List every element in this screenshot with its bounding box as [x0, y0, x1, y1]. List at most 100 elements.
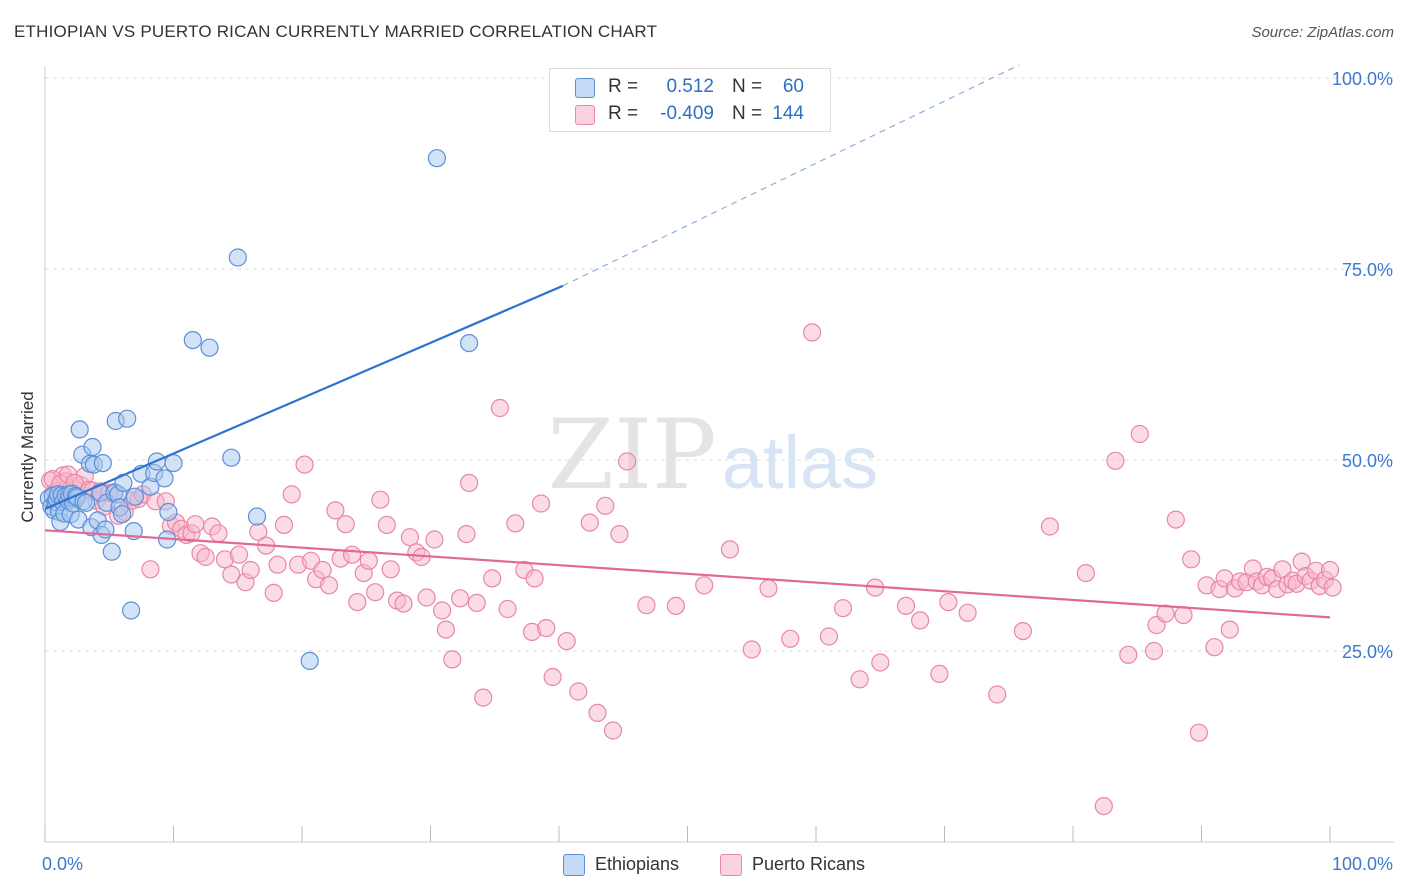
puerto-rican-point [506, 514, 525, 533]
puerto-rican-point [313, 560, 332, 580]
puerto-rican-point [425, 530, 444, 549]
ethiopian-point [93, 454, 112, 473]
puerto-rican-point [274, 515, 294, 535]
puerto-rican-point [467, 593, 486, 613]
legend-swatch-pink [720, 854, 742, 876]
puerto-rican-point [1106, 451, 1125, 470]
ethiopian-point [118, 409, 137, 428]
puerto-rican-point [381, 560, 400, 579]
ethiopian-point [228, 248, 247, 267]
puerto-rican-point [366, 583, 385, 602]
puerto-rican-point [196, 547, 215, 567]
puerto-rican-point [1144, 641, 1164, 661]
puerto-rican-point [229, 545, 249, 564]
stats-row-puerto-ricans: R = -0.409 N = 144 [550, 101, 830, 127]
puerto-rican-point [1205, 638, 1224, 657]
puerto-rican-point [557, 631, 576, 651]
ethiopian-point [83, 437, 102, 457]
puerto-rican-point [326, 501, 345, 520]
puerto-rican-point [377, 515, 396, 535]
r-value: 0.512 [666, 76, 714, 97]
tick-labels: 25.0% 50.0% 75.0% 100.0% 0.0% 100.0% [42, 69, 1393, 874]
puerto-rican-point [417, 588, 436, 607]
puerto-rican-point [930, 664, 949, 684]
puerto-rican-point [759, 579, 778, 598]
puerto-rican-point [498, 599, 517, 619]
puerto-rican-point [1040, 517, 1060, 536]
puerto-rican-point [186, 515, 205, 534]
puerto-rican-point [543, 667, 562, 687]
puerto-rican-point [850, 670, 869, 689]
puerto-rican-point [282, 485, 301, 504]
puerto-rican-point [910, 611, 930, 630]
puerto-rican-point [781, 629, 800, 648]
chart-title: ETHIOPIAN VS PUERTO RICAN CURRENTLY MARR… [14, 22, 658, 41]
ethiopian-point [155, 469, 174, 488]
ethiopian-point [125, 487, 144, 506]
puerto-rican-point [433, 601, 452, 620]
y-tick-label: 50.0% [1342, 451, 1393, 471]
ethiopian-point [427, 149, 446, 168]
watermark: ZIP atlas [547, 399, 878, 511]
puerto-ricans-trend-line [44, 529, 1331, 619]
puerto-rican-point [588, 703, 607, 723]
puerto-rican-point [610, 524, 629, 544]
puerto-rican-point [359, 551, 378, 570]
puerto-rican-point [596, 496, 615, 515]
puerto-rican-point [939, 592, 958, 612]
puerto-rican-point [343, 545, 362, 564]
legend-label: Puerto Ricans [752, 854, 866, 874]
puerto-rican-point [1320, 560, 1340, 580]
ethiopians-points [39, 149, 479, 671]
puerto-rican-point [457, 524, 476, 544]
x-tick-label-min: 0.0% [42, 854, 83, 874]
puerto-rican-point [695, 576, 714, 595]
puerto-rican-point [264, 583, 283, 603]
ethiopian-point [460, 334, 479, 353]
puerto-rican-point [637, 596, 656, 615]
puerto-rican-point [451, 589, 470, 608]
puerto-rican-point [666, 596, 686, 616]
puerto-rican-point [483, 569, 502, 588]
puerto-rican-point [958, 603, 977, 622]
puerto-rican-point [241, 560, 260, 580]
puerto-rican-point [209, 524, 228, 543]
puerto-rican-point [295, 455, 314, 474]
x-tick-label-max: 100.0% [1332, 854, 1393, 874]
puerto-rican-point [436, 620, 455, 639]
legend-swatch-pink [575, 105, 595, 125]
ethiopian-point [122, 601, 141, 620]
puerto-ricans-points [40, 323, 1342, 816]
ethiopian-point [183, 331, 202, 350]
ethiopian-point [200, 338, 219, 357]
ethiopian-point [222, 448, 241, 467]
r-value: -0.409 [660, 103, 714, 124]
axes [44, 66, 1394, 843]
puerto-rican-point [896, 596, 916, 616]
ethiopian-point [102, 542, 121, 561]
trend-lines [44, 64, 1331, 619]
puerto-rican-point [988, 685, 1007, 704]
puerto-rican-point [569, 682, 588, 701]
puerto-rican-point [833, 599, 853, 618]
legend-label: Ethiopians [595, 854, 680, 874]
ethiopians-trend-line [44, 284, 564, 510]
puerto-rican-point [537, 618, 556, 638]
puerto-rican-point [1182, 550, 1201, 569]
series-legend: Ethiopians Puerto Ricans [0, 852, 1406, 878]
ethiopian-point [300, 651, 319, 671]
puerto-rican-point [580, 513, 599, 532]
puerto-rican-point [336, 515, 355, 534]
puerto-rican-point [1189, 723, 1209, 742]
puerto-rican-point [490, 398, 509, 418]
n-label: N = [732, 103, 763, 124]
puerto-rican-point [1130, 424, 1149, 444]
puerto-rican-point [460, 473, 479, 492]
ethiopian-point [70, 420, 89, 439]
ethiopian-point [76, 493, 96, 512]
puerto-rican-point [371, 490, 390, 509]
n-label: N = [732, 76, 763, 97]
puerto-rican-point [268, 555, 287, 574]
y-tick-label: 75.0% [1342, 260, 1393, 280]
